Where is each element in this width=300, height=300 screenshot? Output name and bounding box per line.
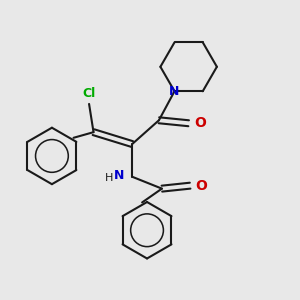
Text: N: N xyxy=(169,85,180,98)
Text: H: H xyxy=(104,173,113,183)
Text: O: O xyxy=(196,179,207,193)
Text: Cl: Cl xyxy=(82,87,96,101)
Text: O: O xyxy=(194,116,206,130)
Text: N: N xyxy=(114,169,125,182)
